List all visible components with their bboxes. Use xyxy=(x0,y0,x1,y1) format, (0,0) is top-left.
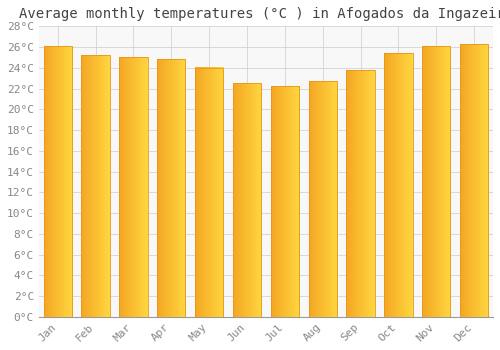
Bar xyxy=(384,53,412,317)
Bar xyxy=(119,57,148,317)
Bar xyxy=(270,86,299,317)
Bar xyxy=(460,44,488,317)
Bar xyxy=(82,55,110,317)
Title: Average monthly temperatures (°C ) in Afogados da Ingazeira: Average monthly temperatures (°C ) in Af… xyxy=(19,7,500,21)
Bar xyxy=(308,81,337,317)
Bar xyxy=(346,70,375,317)
Bar xyxy=(422,46,450,317)
Bar xyxy=(157,60,186,317)
Bar xyxy=(44,46,72,317)
Bar xyxy=(195,68,224,317)
Bar xyxy=(233,83,261,317)
